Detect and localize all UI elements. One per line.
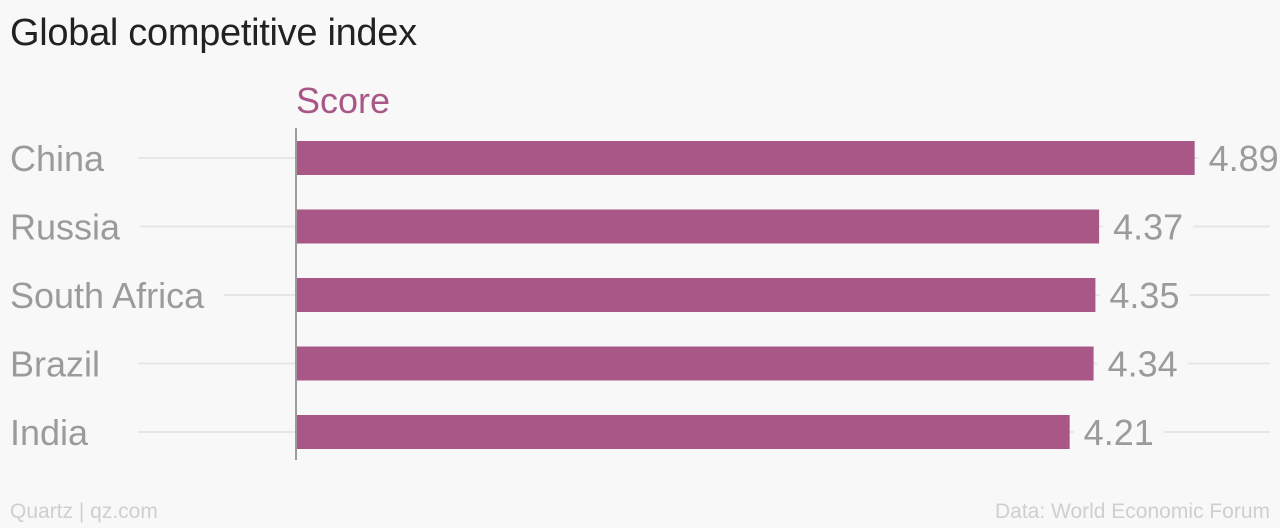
bar [296, 141, 1195, 175]
value-label: 4.35 [1109, 275, 1179, 316]
chart-title: Global competitive index [10, 12, 417, 54]
category-label: South Africa [10, 275, 205, 316]
category-label: China [10, 138, 105, 179]
value-label-backdrop [1097, 359, 1188, 368]
bar [296, 278, 1096, 312]
bar [296, 209, 1100, 244]
value-label-backdrop [1099, 291, 1190, 299]
value-label: 4.21 [1084, 412, 1154, 453]
value-label-backdrop [1103, 222, 1194, 231]
category-label: Russia [10, 207, 121, 248]
category-label: India [10, 412, 89, 453]
bar [296, 346, 1094, 381]
footer-source-right: Data: World Economic Forum [994, 500, 1270, 523]
category-label: Brazil [10, 344, 100, 385]
footer-source-left: Quartz | qz.com [10, 500, 158, 523]
value-label-backdrop [1073, 428, 1164, 436]
series-label: Score [296, 80, 390, 121]
value-label: 4.37 [1113, 207, 1183, 248]
value-label: 4.89 [1209, 138, 1279, 179]
bar [296, 415, 1070, 449]
value-label: 4.34 [1108, 344, 1178, 385]
value-label-backdrop [1198, 154, 1280, 162]
